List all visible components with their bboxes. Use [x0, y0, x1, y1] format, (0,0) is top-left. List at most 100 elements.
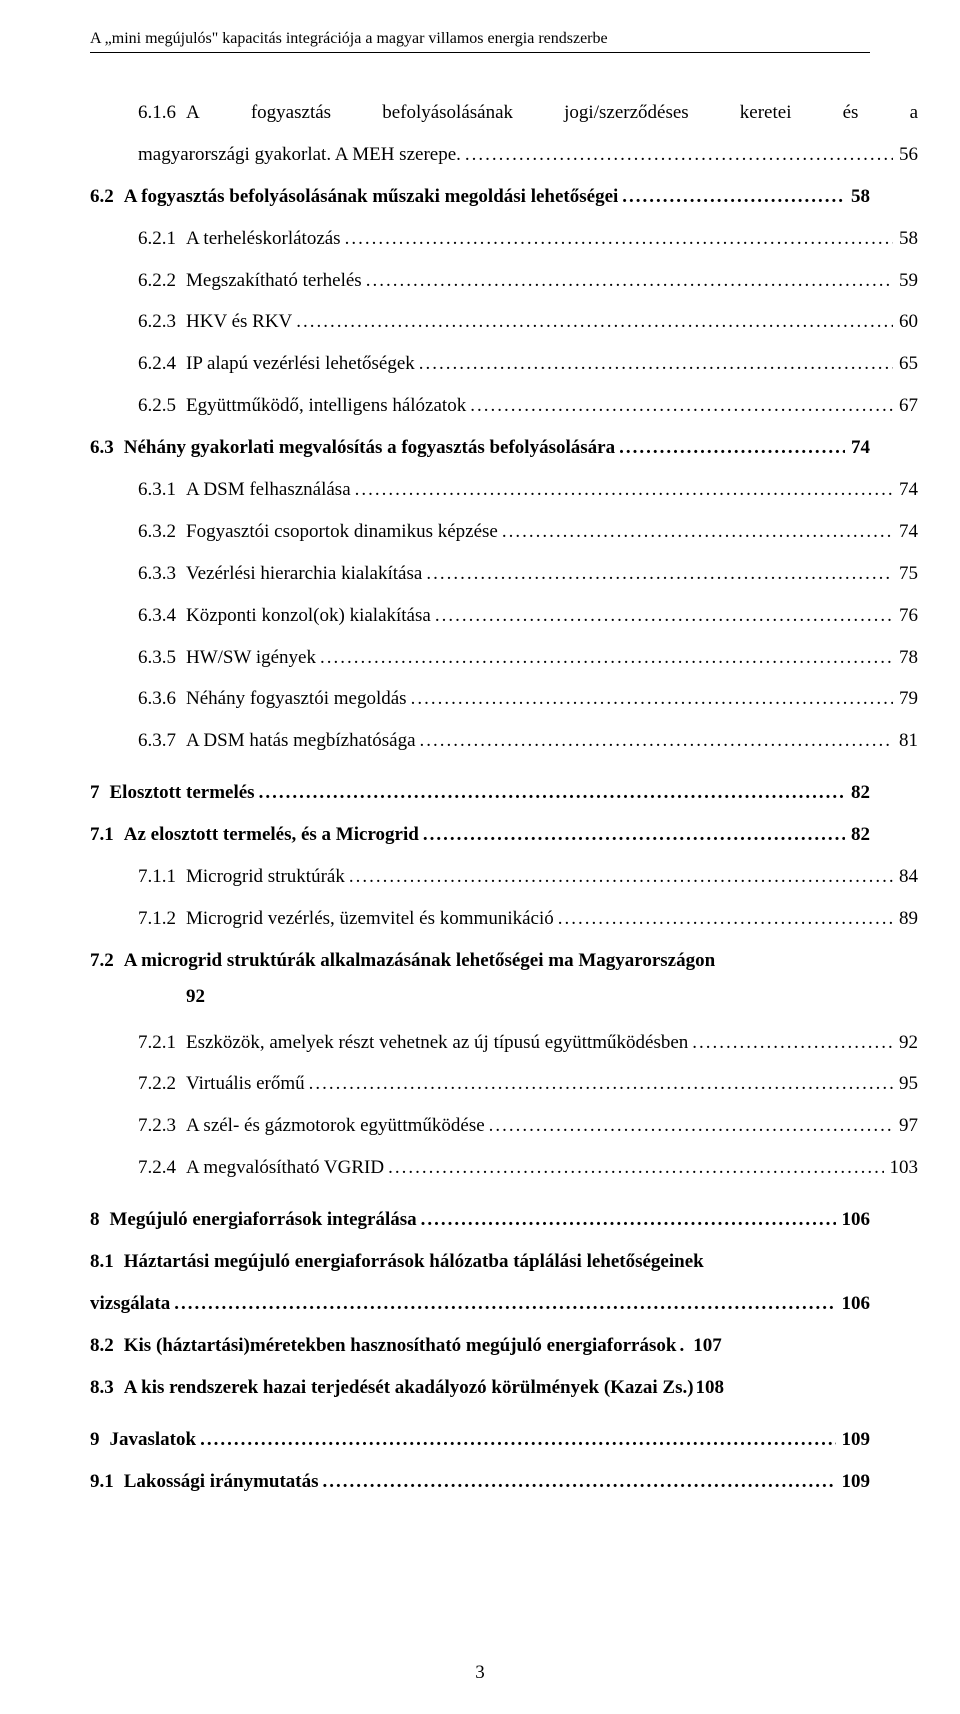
- toc-number: 6.2.5: [138, 386, 186, 426]
- toc-label: HW/SW igények: [186, 638, 316, 678]
- toc-label: Megszakítható terhelés: [186, 261, 362, 301]
- toc-leader: [419, 815, 845, 855]
- toc-entry[interactable]: 7.1.2Microgrid vezérlés, üzemvitel és ko…: [90, 899, 918, 939]
- toc-page: 95: [893, 1064, 918, 1104]
- toc-entry[interactable]: 6.3.2Fogyasztói csoportok dinamikus képz…: [90, 512, 918, 552]
- toc-number: 7.2.1: [138, 1023, 186, 1063]
- toc-entry[interactable]: 6.3.7A DSM hatás megbízhatósága81: [90, 721, 918, 761]
- toc-page: 97: [893, 1106, 918, 1146]
- toc-leader: [422, 554, 893, 594]
- toc-label: Együttműködő, intelligens hálózatok: [186, 386, 466, 426]
- toc-entry[interactable]: 7.2.2Virtuális erőmű95: [90, 1064, 918, 1104]
- toc-leader: [319, 1462, 836, 1502]
- toc-leader: [341, 219, 893, 259]
- toc-entry[interactable]: 6.2.4IP alapú vezérlési lehetőségek65: [90, 344, 918, 384]
- toc-entry[interactable]: 6.1.6Afogyasztásbefolyásolásánakjogi/sze…: [90, 93, 918, 133]
- toc-label: Fogyasztói csoportok dinamikus képzése: [186, 512, 498, 552]
- toc-label: Microgrid vezérlés, üzemvitel és kommuni…: [186, 899, 554, 939]
- toc-number: 6.2.1: [138, 219, 186, 259]
- toc-page: 60: [893, 302, 918, 342]
- toc-number: 7.2.3: [138, 1106, 186, 1146]
- toc-entry[interactable]: 7.2.4A megvalósítható VGRID103: [90, 1148, 918, 1188]
- toc-page: 76: [893, 596, 918, 636]
- toc-leader: [417, 1200, 836, 1240]
- toc-label: Javaslatok: [110, 1420, 197, 1460]
- toc-entry[interactable]: 6.3.4Központi konzol(ok) kialakítása76: [90, 596, 918, 636]
- toc-label: vizsgálata: [90, 1284, 170, 1324]
- toc-entry[interactable]: 7.2A microgrid struktúrák alkalmazásának…: [90, 941, 870, 981]
- toc-entry[interactable]: 6.3.3Vezérlési hierarchia kialakítása75: [90, 554, 918, 594]
- toc-label: Lakossági iránymutatás: [124, 1462, 319, 1502]
- toc-label: A kis rendszerek hazai terjedését akadál…: [124, 1368, 694, 1408]
- toc-entry[interactable]: 6.3.6Néhány fogyasztói megoldás79: [90, 679, 918, 719]
- table-of-contents: 6.1.6Afogyasztásbefolyásolásánakjogi/sze…: [90, 93, 870, 1501]
- toc-entry[interactable]: 6.3.5HW/SW igények78: [90, 638, 918, 678]
- toc-entry[interactable]: 6.2A fogyasztás befolyásolásának műszaki…: [90, 177, 870, 217]
- toc-page: 89: [893, 899, 918, 939]
- toc-leader: [170, 1284, 835, 1324]
- toc-entry[interactable]: 6.2.2Megszakítható terhelés59: [90, 261, 918, 301]
- toc-leader: [305, 1064, 893, 1104]
- toc-entry[interactable]: 6.2.1A terheléskorlátozás58: [90, 219, 918, 259]
- toc-leader: [415, 344, 893, 384]
- toc-leader: [362, 261, 893, 301]
- toc-label: Néhány gyakorlati megvalósítás a fogyasz…: [124, 428, 615, 468]
- toc-entry[interactable]: 8.1Háztartási megújuló energiaforrások h…: [90, 1242, 870, 1282]
- toc-entry[interactable]: 8.3A kis rendszerek hazai terjedését aka…: [90, 1368, 870, 1408]
- toc-label: A szél- és gázmotorok együttműködése: [186, 1106, 485, 1146]
- toc-label: Vezérlési hierarchia kialakítása: [186, 554, 422, 594]
- toc-page: 58: [893, 219, 918, 259]
- toc-number: 6.2.2: [138, 261, 186, 301]
- toc-entry[interactable]: 6.3Néhány gyakorlati megvalósítás a fogy…: [90, 428, 870, 468]
- document-page: A „mini megújulós" kapacitás integrációj…: [0, 0, 960, 1714]
- toc-label: magyarországi gyakorlat. A MEH szerepe.: [138, 135, 461, 175]
- toc-page: 79: [893, 679, 918, 719]
- toc-leader: [485, 1106, 893, 1146]
- toc-page: 106: [836, 1284, 871, 1324]
- toc-entry[interactable]: 7Elosztott termelés82: [90, 773, 870, 813]
- toc-entry[interactable]: 7.1.1Microgrid struktúrák84: [90, 857, 918, 897]
- toc-page: 108: [694, 1368, 725, 1408]
- toc-leader: [255, 773, 845, 813]
- toc-entry[interactable]: 7.1Az elosztott termelés, és a Microgrid…: [90, 815, 870, 855]
- toc-page: 74: [845, 428, 870, 468]
- toc-label: Megújuló energiaforrások integrálása: [110, 1200, 417, 1240]
- toc-number: 8.1: [90, 1242, 124, 1282]
- toc-leader: [351, 470, 893, 510]
- toc-number: 6.1.6: [138, 93, 186, 133]
- toc-number: 6.3: [90, 428, 124, 468]
- toc-number: 9: [90, 1420, 110, 1460]
- toc-entry[interactable]: 6.2.5Együttműködő, intelligens hálózatok…: [90, 386, 918, 426]
- toc-page: 82: [845, 815, 870, 855]
- toc-page: 107: [687, 1326, 722, 1366]
- toc-page: 58: [845, 177, 870, 217]
- toc-number: 7: [90, 773, 110, 813]
- toc-leader: [688, 1023, 893, 1063]
- toc-number: 7.1.1: [138, 857, 186, 897]
- toc-leader: [618, 177, 845, 217]
- running-header: A „mini megújulós" kapacitás integrációj…: [90, 30, 870, 53]
- toc-page: 103: [884, 1148, 919, 1188]
- toc-number: 7.2.4: [138, 1148, 186, 1188]
- toc-label: Központi konzol(ok) kialakítása: [186, 596, 431, 636]
- toc-entry[interactable]: 9Javaslatok109: [90, 1420, 870, 1460]
- toc-label: Az elosztott termelés, és a Microgrid: [124, 815, 419, 855]
- toc-leader: [407, 679, 893, 719]
- toc-number: 8.3: [90, 1368, 124, 1408]
- toc-entry-continuation: vizsgálata 106: [90, 1284, 870, 1324]
- toc-number: 6.2.4: [138, 344, 186, 384]
- toc-entry[interactable]: 8.2Kis (háztartási)méretekben hasznosíth…: [90, 1326, 870, 1366]
- toc-number: 8: [90, 1200, 110, 1240]
- toc-label: Afogyasztásbefolyásolásánakjogi/szerződé…: [186, 93, 918, 133]
- toc-leader: [196, 1420, 835, 1460]
- toc-label: Háztartási megújuló energiaforrások háló…: [124, 1242, 704, 1282]
- toc-entry[interactable]: 7.2.1Eszközök, amelyek részt vehetnek az…: [90, 1023, 918, 1063]
- toc-entry[interactable]: 9.1Lakossági iránymutatás109: [90, 1462, 870, 1502]
- toc-page: 74: [893, 512, 918, 552]
- toc-entry[interactable]: 6.3.1A DSM felhasználása74: [90, 470, 918, 510]
- toc-entry[interactable]: 7.2.3A szél- és gázmotorok együttműködés…: [90, 1106, 918, 1146]
- toc-entry[interactable]: 6.2.3HKV és RKV60: [90, 302, 918, 342]
- toc-leader: [292, 302, 893, 342]
- toc-page: 81: [893, 721, 918, 761]
- toc-entry[interactable]: 8Megújuló energiaforrások integrálása106: [90, 1200, 870, 1240]
